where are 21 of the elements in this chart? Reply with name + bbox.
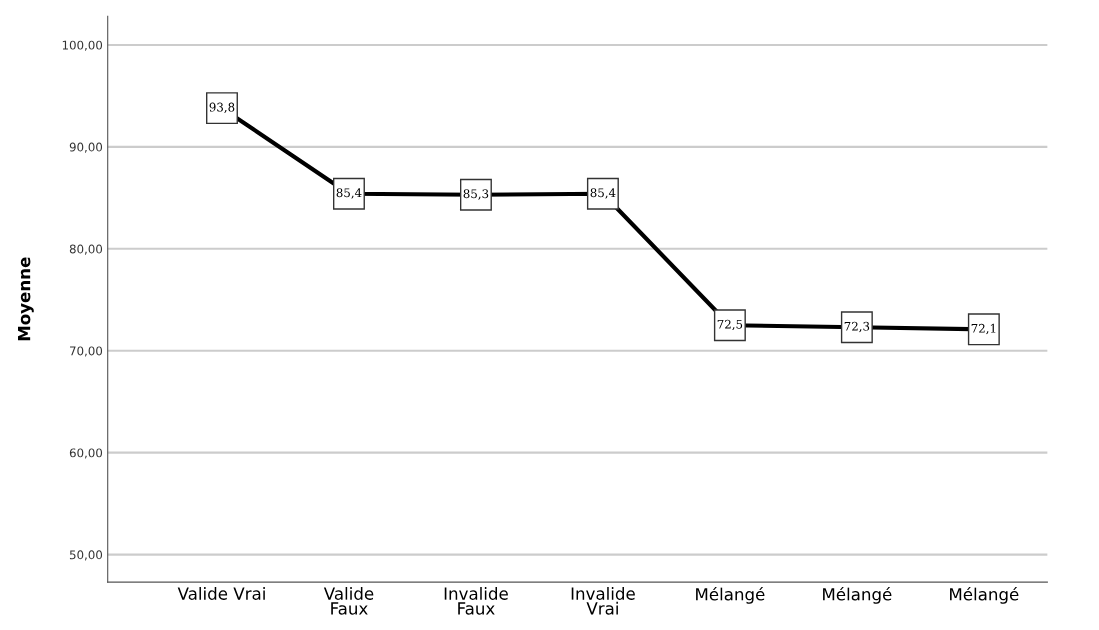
data-label: 93,8 bbox=[209, 102, 235, 113]
x-tick-label: Invalide Faux bbox=[444, 586, 508, 615]
x-tick-label: Valide Faux bbox=[323, 586, 374, 615]
data-label: 72,5 bbox=[717, 319, 743, 331]
y-tick-label: 70,00 bbox=[70, 346, 103, 357]
data-label: 85,4 bbox=[590, 188, 616, 199]
y-tick-label: 80,00 bbox=[69, 244, 103, 255]
y-tick-label: 50,00 bbox=[69, 550, 103, 561]
x-tick-label: Mélangé bbox=[950, 586, 1019, 604]
x-tick-label: Mélangé bbox=[823, 586, 892, 604]
data-label: 85,4 bbox=[336, 188, 362, 199]
y-tick-label: 60,00 bbox=[69, 448, 103, 459]
x-tick-label: Invalide Vrai bbox=[571, 586, 635, 615]
y-axis-title: Moyenne bbox=[18, 257, 34, 341]
data-label: 85,3 bbox=[463, 189, 489, 200]
y-tick-label: 90,00 bbox=[69, 142, 103, 153]
data-label: 72,1 bbox=[971, 323, 996, 335]
x-tick-label: Mélangé bbox=[696, 586, 765, 604]
data-label: 72,3 bbox=[844, 321, 870, 333]
x-tick-label: Valide Vrai bbox=[177, 586, 265, 600]
y-tick-label: 100,00 bbox=[62, 40, 103, 51]
